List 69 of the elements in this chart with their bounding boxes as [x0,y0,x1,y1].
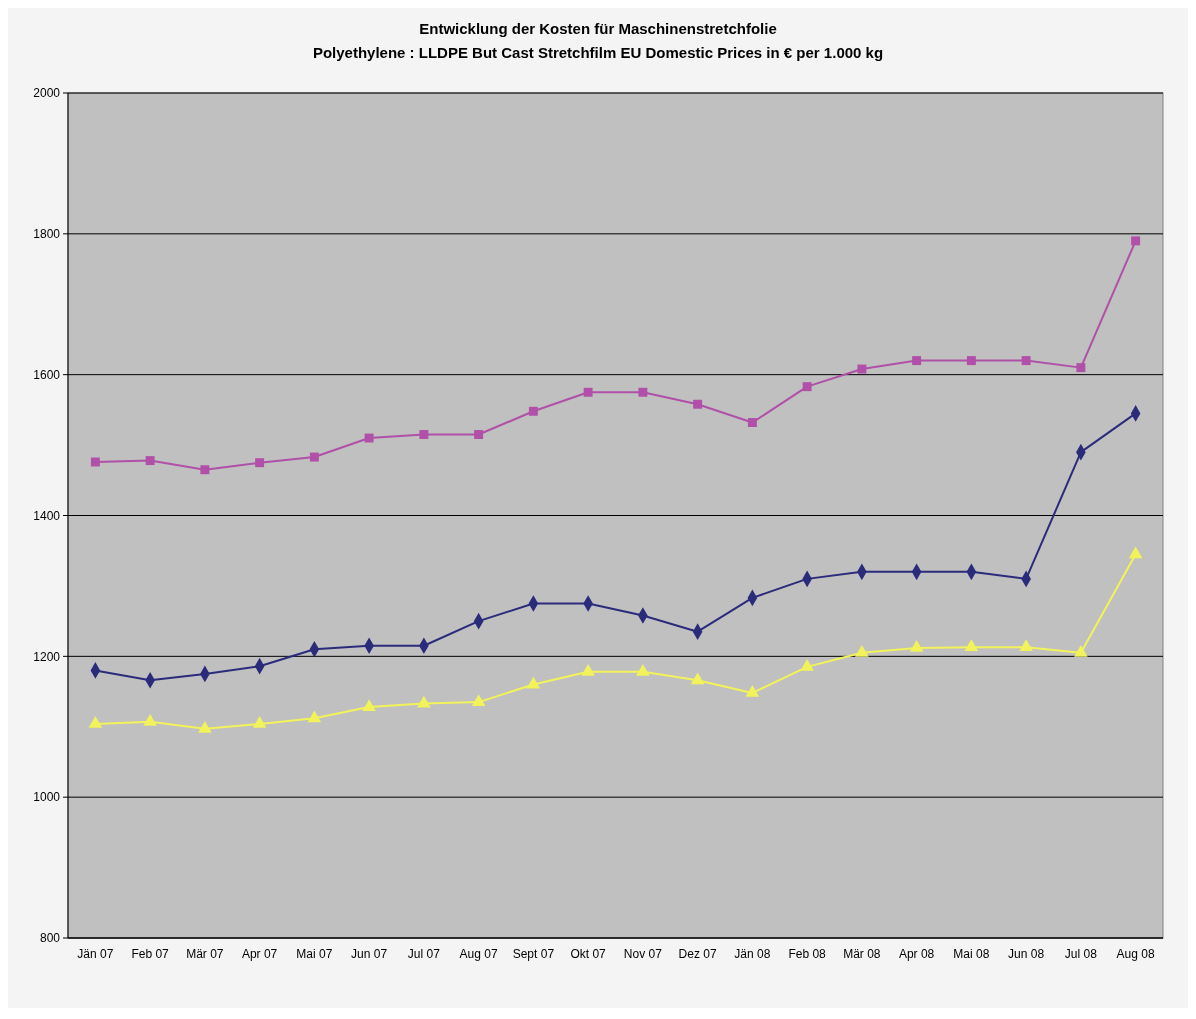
x-tick-label: Sept 07 [512,947,555,961]
x-tick-label: Feb 08 [788,947,827,961]
chart-title: Entwicklung der Kosten für Maschinenstretchfolie [419,20,777,37]
point [255,458,265,468]
x-tick-label: Nov 07 [623,947,663,961]
point [143,713,157,726]
point [912,356,922,366]
y-tick-label: 1400 [33,508,61,523]
point [583,387,593,397]
point [638,387,648,397]
y-tick-label: 1600 [33,367,61,382]
point [1076,363,1086,373]
x-tick-label: Apr 07 [241,947,278,961]
point [1021,356,1031,366]
x-tick-label: Mär 08 [843,947,881,961]
point [909,640,924,652]
point [307,710,322,723]
point [1128,546,1143,559]
point [474,430,484,439]
x-tick-label: Okt 07 [570,947,607,961]
point [419,430,429,439]
point [362,699,376,711]
point [693,399,703,409]
x-tick-label: Dez 07 [678,947,717,961]
point [966,356,976,366]
point [417,695,431,708]
y-tick-label: 1000 [33,790,61,805]
point [90,457,100,467]
x-tick-label: Jän 08 [734,947,771,961]
x-tick-label: Mai 08 [953,947,990,961]
point [802,382,812,392]
x-tick-label: Jun 08 [1008,947,1045,961]
point [471,694,486,707]
point [745,685,760,697]
point [309,452,319,462]
x-tick-label: Jul 08 [1064,947,1098,961]
x-tick-label: Jän 07 [77,947,114,961]
x-tick-label: Aug 07 [459,947,498,961]
x-tick-label: Jun 07 [351,947,388,961]
point [690,672,705,685]
point [1074,644,1088,657]
point [857,364,867,374]
point [1019,639,1033,652]
x-tick-label: Apr 08 [898,947,935,961]
point [800,659,814,671]
point [200,465,210,475]
point [88,716,103,728]
chart-subtitle: Polyethylene : LLDPE But Cast Stretchfilm EU Domestic Prices in € per 1.000 kg [312,44,884,61]
point [145,456,155,466]
x-tick-label: Mär 07 [186,947,224,961]
point [581,663,595,676]
x-tick-label: Feb 07 [131,947,170,961]
x-tick-label: Mai 07 [296,947,333,961]
point [1131,236,1141,246]
y-tick-label: 1800 [33,227,61,242]
x-tick-label: Jul 07 [407,947,441,961]
point [747,418,757,428]
point [964,639,979,652]
point [855,644,869,657]
x-tick-label: Aug 08 [1116,947,1155,961]
y-tick-label: 1200 [33,649,61,664]
point [528,406,538,416]
y-tick-label: 2000 [33,86,61,101]
point [198,721,212,733]
y-tick-label: 800 [39,931,61,946]
point [526,676,541,689]
point [364,433,374,443]
point [252,716,267,728]
point [636,663,650,676]
